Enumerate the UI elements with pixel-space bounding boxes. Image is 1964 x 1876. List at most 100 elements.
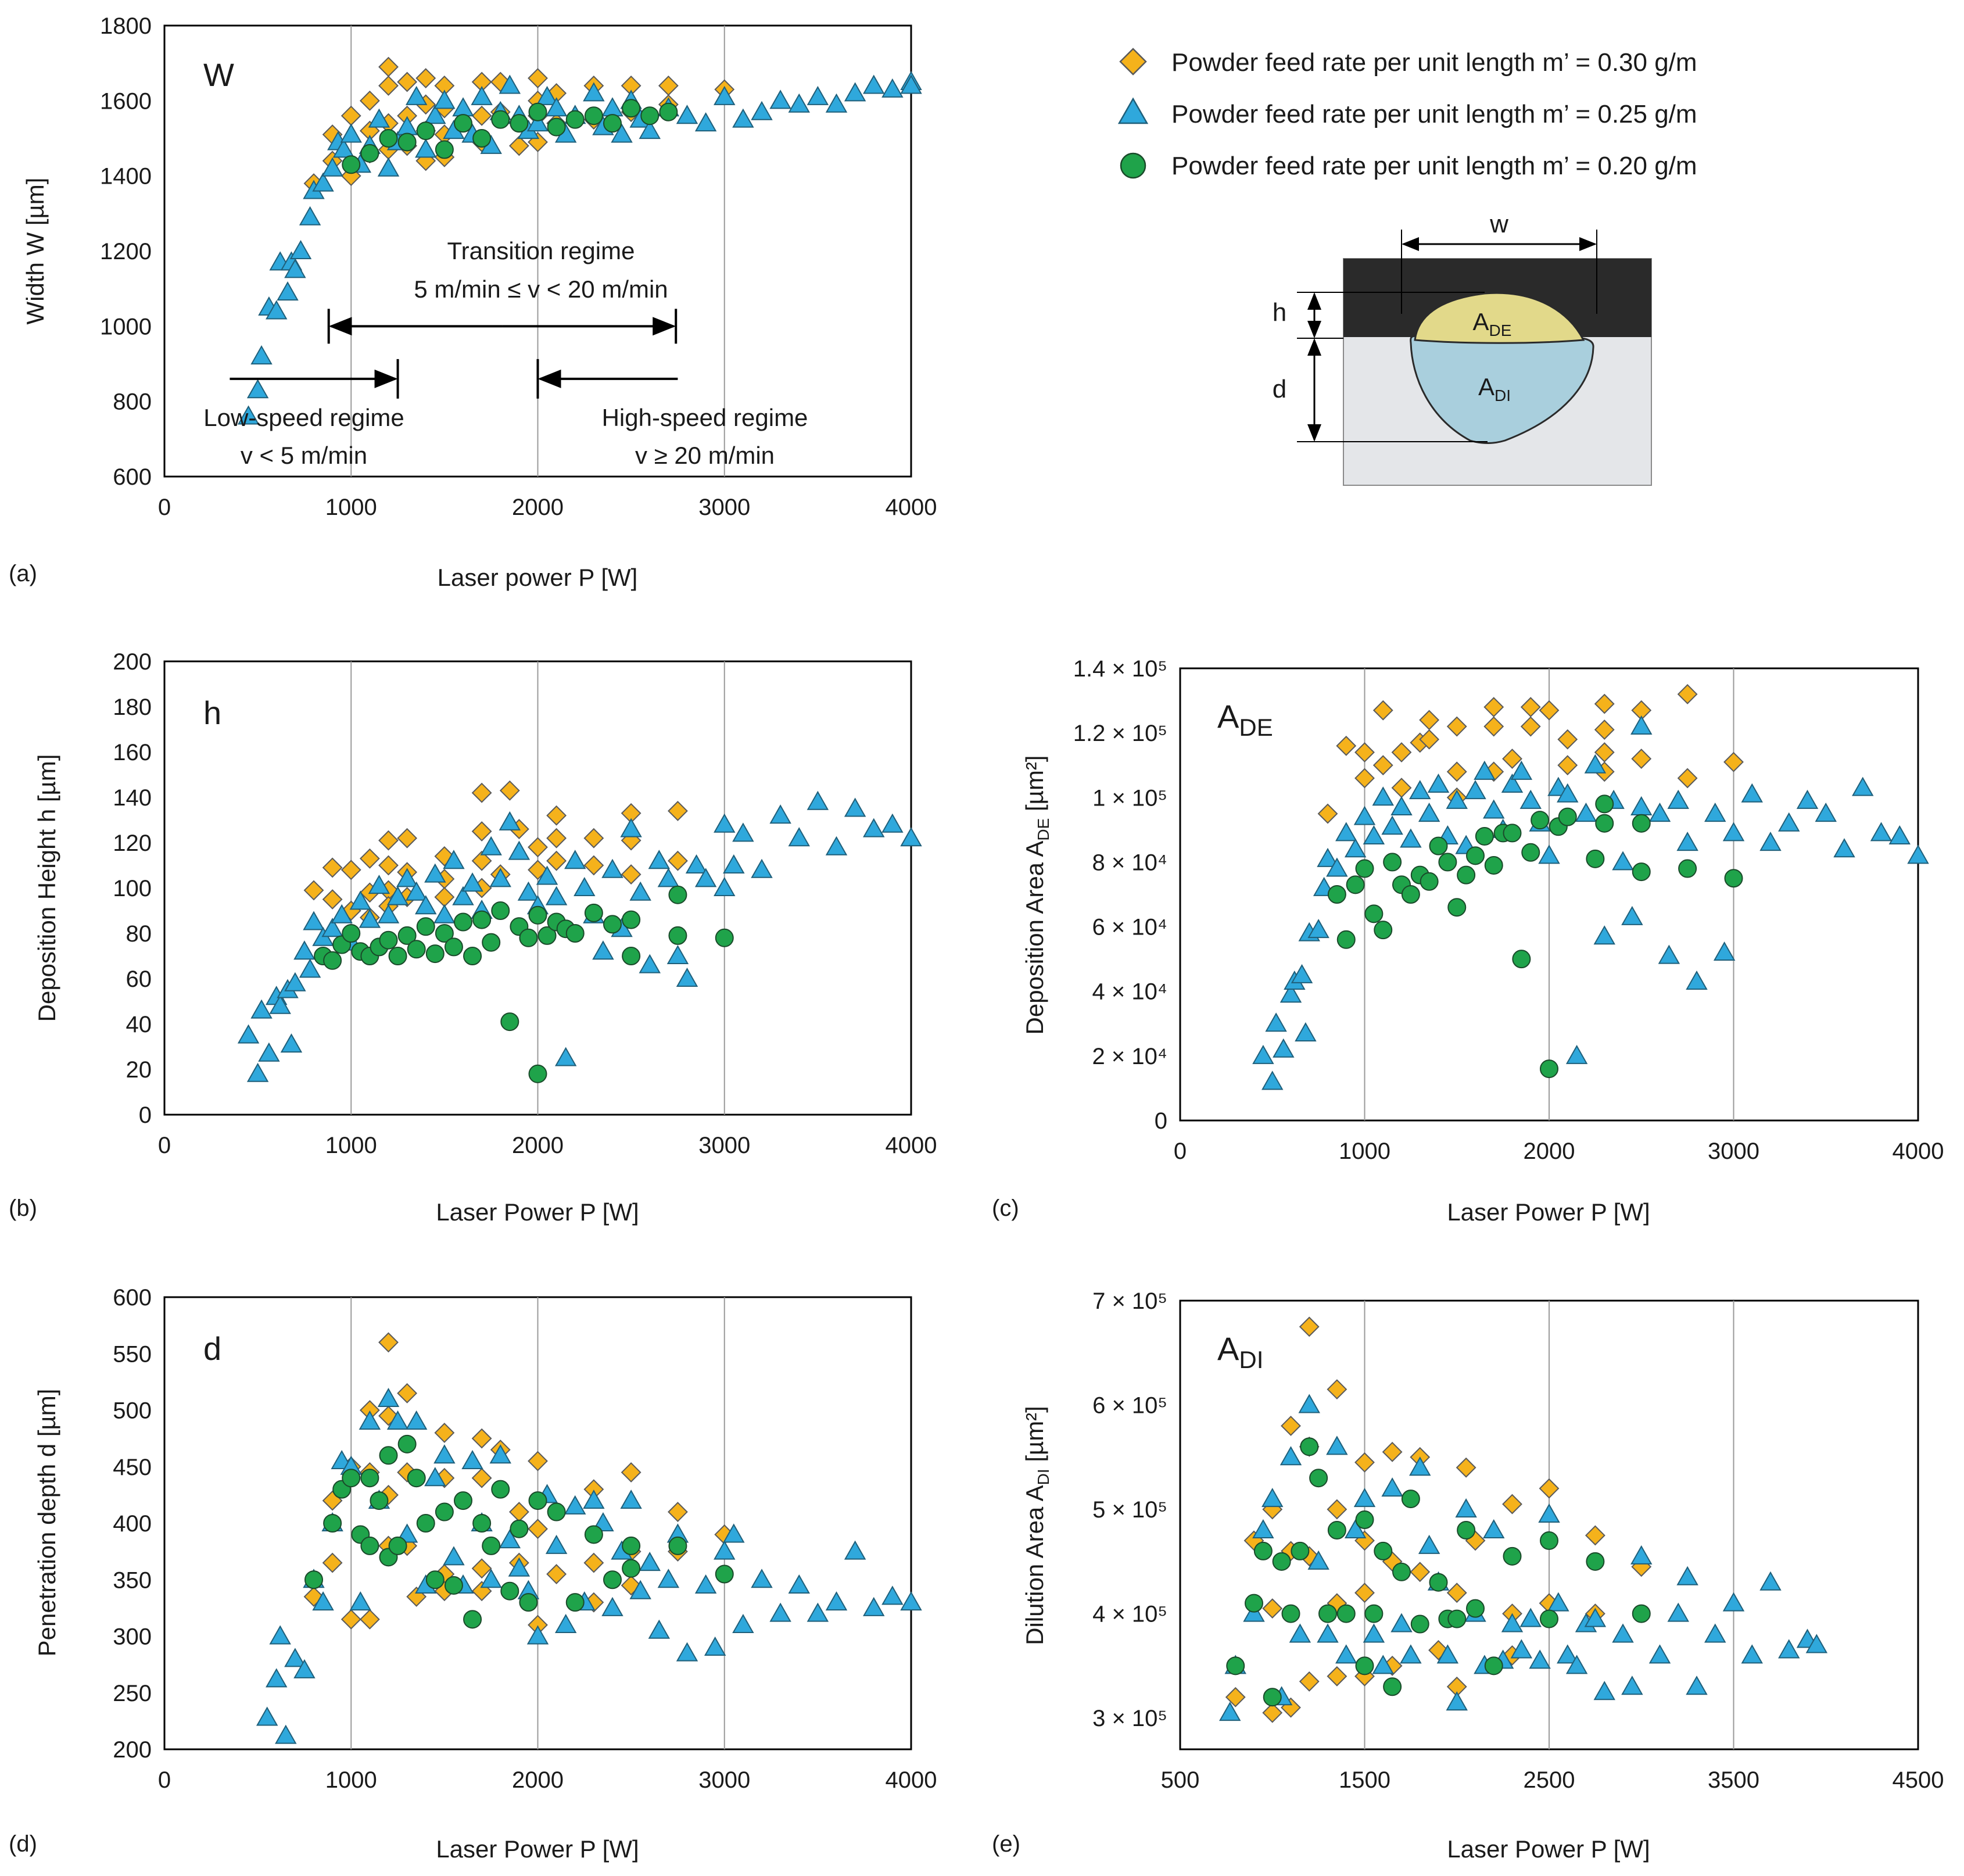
data-point-circle (1484, 1656, 1503, 1675)
data-point-triangle (340, 123, 362, 143)
y-axis-label-text: Penetration depth d [µm] (33, 1389, 60, 1657)
data-point-triangle (1630, 796, 1653, 815)
data-point-triangle (881, 813, 904, 833)
data-point-triangle (629, 1580, 651, 1599)
h-label: h (1273, 298, 1286, 327)
data-point-triangle (900, 827, 922, 847)
data-point-triangle (377, 157, 400, 177)
data-point-circle (1327, 1520, 1346, 1540)
data-point-diamond (528, 1519, 548, 1540)
x-axis-label: Laser Power P [W] (436, 1835, 639, 1863)
panel-label: (b) (9, 1195, 37, 1221)
d-label: d (1273, 375, 1286, 403)
data-point-circle (1336, 930, 1356, 949)
data-point-triangle (639, 1552, 661, 1571)
data-point-circle (565, 1593, 585, 1612)
data-point-diamond (528, 837, 548, 858)
data-point-circle (565, 924, 585, 943)
data-point-triangle (284, 972, 306, 991)
data-point-triangle (1741, 783, 1763, 803)
data-point-triangle (788, 827, 810, 847)
data-point-circle (407, 1469, 426, 1488)
data-point-triangle (863, 74, 885, 94)
data-point-circle (584, 903, 603, 922)
data-point-circle (444, 1576, 463, 1595)
y-axis-label-subscript: DI (1034, 1469, 1052, 1485)
x-tick-labels: 0 1000 2000 3000 4000 (1174, 1139, 1944, 1164)
x-tick-label: 1000 (1339, 1139, 1390, 1164)
data-point-triangle (480, 836, 502, 855)
x-tick-label: 3000 (1708, 1139, 1759, 1164)
data-point-diamond (1419, 729, 1440, 750)
data-point-diamond (1502, 1494, 1522, 1515)
data-point-diamond (1336, 735, 1357, 756)
data-point-circle (1475, 826, 1494, 846)
data-point-circle (482, 1536, 501, 1555)
data-point-triangle (1621, 905, 1643, 925)
data-point-triangle (499, 811, 521, 830)
data-point-triangle (1805, 1634, 1828, 1653)
y-axis-label: Penetration depth d [µm] (33, 1389, 60, 1657)
y-tick-label: 4 × 10⁵ (1092, 1602, 1167, 1627)
data-point-triangle (732, 1614, 754, 1634)
data-point-circle (1245, 1594, 1263, 1613)
data-point-triangle (1381, 815, 1403, 835)
data-point-triangle (1280, 1446, 1302, 1466)
data-point-triangle (1565, 1044, 1588, 1064)
data-point-diamond (322, 857, 343, 878)
x-tick-label: 2000 (512, 495, 564, 520)
data-points (1252, 684, 1929, 1090)
data-point-circle (1429, 1573, 1448, 1592)
data-point-circle (1586, 1552, 1605, 1571)
low-speed-title: Low-speed regime (203, 404, 404, 431)
data-point-diamond (322, 1552, 343, 1573)
data-point-circle (668, 885, 687, 904)
panel-a: 0 1000 2000 3000 4000 600 800 1000 1200 1400 1600… (9, 13, 937, 591)
deposition-bead (1414, 292, 1585, 344)
data-point-circle (482, 933, 501, 952)
data-point-circle (1457, 1520, 1476, 1540)
x-tick-label: 3000 (698, 1133, 750, 1158)
y-tick-label: 600 (113, 1285, 152, 1311)
data-point-triangle (1353, 805, 1376, 825)
data-point-triangle (480, 1569, 502, 1588)
data-point-circle (547, 1502, 566, 1521)
data-point-diamond (434, 1422, 455, 1443)
data-point-triangle (1409, 1456, 1431, 1476)
data-point-triangle (1252, 1044, 1274, 1064)
data-point-circle (463, 1610, 482, 1629)
data-point-circle (640, 106, 660, 126)
data-point-circle (1291, 1541, 1310, 1560)
y-tick-labels: 0 20 40 60 80 100 120 140 160 180 200 (113, 649, 152, 1128)
data-point-diamond (471, 1428, 492, 1449)
x-tick-label: 0 (158, 1133, 171, 1158)
data-point-triangle (1363, 1623, 1385, 1643)
data-point-triangle (396, 116, 418, 135)
data-point-triangle (1722, 1592, 1745, 1612)
y-tick-labels: 3 × 10⁵ 4 × 10⁵ 5 × 10⁵ 6 × 10⁵ 7 × 10⁵ (1092, 1288, 1167, 1731)
data-point-triangle (1344, 1519, 1367, 1538)
tag-main: W (203, 56, 234, 93)
data-point-triangle (237, 405, 260, 425)
data-point-diamond (1391, 778, 1412, 799)
data-point-triangle (452, 97, 474, 117)
panel-label: (e) (992, 1831, 1020, 1857)
data-point-triangle (676, 105, 698, 124)
x-axis-label: Laser Power P [W] (1447, 1198, 1650, 1226)
data-point-triangle (825, 1591, 848, 1611)
data-point-triangle (714, 876, 736, 896)
y-tick-label: 250 (113, 1681, 152, 1706)
panel-label: (a) (9, 561, 37, 586)
regime-annotations: Transition regime 5 m/min ≤ v < 20 m/min… (203, 237, 808, 469)
data-point-circle (463, 947, 482, 965)
data-point-triangle (1667, 1602, 1689, 1622)
w-label: w (1489, 210, 1508, 238)
y-axis-label-text: Width W [µm] (21, 178, 49, 325)
data-point-circle (1678, 859, 1697, 878)
data-point-triangle (1418, 1534, 1440, 1554)
data-point-triangle (489, 1444, 511, 1464)
x-tick-label: 1000 (325, 1133, 377, 1158)
data-point-triangle (863, 1596, 885, 1616)
data-point-triangle (1722, 822, 1745, 842)
panel-tag: d (203, 1330, 221, 1367)
